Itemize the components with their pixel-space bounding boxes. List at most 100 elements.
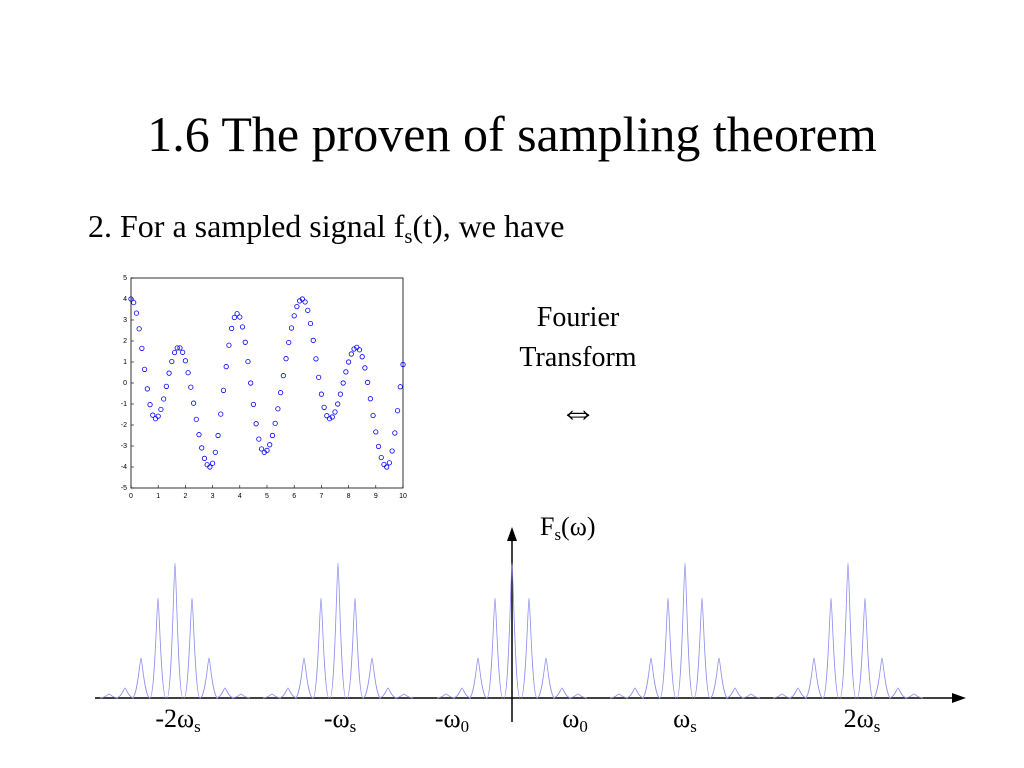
axis-label: Fs(ω) bbox=[540, 512, 595, 543]
lobe bbox=[872, 657, 892, 699]
point bbox=[267, 442, 273, 448]
point bbox=[381, 461, 387, 468]
scatter-chart: 0 1 2 3 4 5 6 7 8 9 10 -5 -4 -3 -2 -1 0 1 2 3 4 5 bbox=[121, 275, 407, 500]
lobe bbox=[822, 597, 840, 699]
point bbox=[182, 358, 189, 364]
x-label: ωs bbox=[645, 704, 725, 735]
text: ω bbox=[562, 704, 580, 733]
x-tick-label: 3 bbox=[211, 493, 215, 500]
lobe bbox=[520, 597, 538, 699]
point bbox=[242, 339, 248, 345]
text: 2. For a sampled signal f bbox=[88, 208, 405, 244]
transform-2: Transform bbox=[519, 342, 637, 373]
lobe bbox=[231, 693, 251, 699]
text: -2ω bbox=[155, 704, 195, 733]
lobe bbox=[183, 597, 201, 699]
point bbox=[275, 406, 281, 412]
lobe bbox=[312, 597, 330, 699]
point bbox=[343, 369, 349, 375]
point bbox=[384, 464, 390, 470]
lobe bbox=[536, 657, 556, 699]
lobe bbox=[215, 687, 235, 699]
point bbox=[188, 384, 194, 390]
point bbox=[144, 386, 150, 392]
y-tick-label: 2 bbox=[123, 338, 127, 345]
lobe bbox=[294, 657, 314, 699]
x-label: ω0 bbox=[535, 704, 615, 735]
point bbox=[283, 356, 289, 362]
point bbox=[305, 307, 311, 313]
lobe bbox=[362, 657, 382, 699]
point bbox=[280, 373, 286, 379]
x-label: -ω0 bbox=[412, 704, 492, 735]
y-tick-label: 4 bbox=[123, 296, 127, 303]
lobe bbox=[641, 657, 661, 699]
plot-frame bbox=[130, 277, 404, 489]
text: s bbox=[349, 717, 357, 737]
point bbox=[321, 404, 327, 410]
point bbox=[212, 449, 218, 455]
lobe bbox=[99, 693, 119, 699]
point bbox=[394, 408, 401, 414]
point bbox=[220, 387, 227, 393]
lobe bbox=[888, 687, 908, 699]
point bbox=[171, 349, 178, 356]
point bbox=[365, 379, 371, 385]
point bbox=[210, 460, 216, 466]
point bbox=[169, 358, 175, 365]
point bbox=[199, 445, 205, 451]
x-tick-label: 9 bbox=[374, 493, 378, 500]
point bbox=[196, 432, 202, 438]
point bbox=[161, 396, 167, 402]
lobe bbox=[278, 687, 298, 699]
y-tick-label: 1 bbox=[123, 359, 127, 366]
point bbox=[326, 416, 333, 422]
point bbox=[136, 326, 142, 332]
point bbox=[218, 411, 224, 417]
y-tick-label: -2 bbox=[121, 422, 127, 429]
lobe bbox=[709, 657, 729, 699]
lobe bbox=[725, 687, 745, 699]
y-tick-label: -4 bbox=[121, 464, 127, 471]
point bbox=[207, 464, 213, 470]
point bbox=[392, 430, 398, 436]
x-tick-label: 1 bbox=[156, 493, 160, 500]
point bbox=[147, 402, 153, 408]
point bbox=[307, 320, 314, 327]
point bbox=[335, 401, 341, 407]
text: 2ω bbox=[843, 704, 874, 733]
point bbox=[264, 447, 270, 454]
point bbox=[245, 358, 251, 365]
point bbox=[310, 337, 316, 343]
point bbox=[237, 314, 243, 320]
point bbox=[332, 409, 338, 415]
point bbox=[286, 339, 292, 346]
point bbox=[318, 391, 324, 397]
point bbox=[316, 374, 322, 380]
point bbox=[256, 436, 262, 442]
point bbox=[201, 455, 208, 461]
lobe bbox=[772, 693, 792, 699]
text: -ω bbox=[323, 704, 350, 733]
point bbox=[373, 429, 379, 435]
point bbox=[248, 380, 254, 386]
point bbox=[362, 365, 368, 371]
point bbox=[370, 412, 376, 419]
point bbox=[294, 303, 300, 310]
text: (t), we have bbox=[412, 208, 565, 244]
transform-symbol: ⇔ bbox=[559, 391, 597, 433]
lobe bbox=[659, 597, 677, 699]
point bbox=[288, 325, 295, 331]
x-tick-label: 6 bbox=[292, 493, 296, 500]
point bbox=[269, 432, 276, 439]
point bbox=[340, 380, 346, 386]
x-tick-label: 2 bbox=[183, 493, 187, 500]
point bbox=[397, 384, 403, 390]
text: -ω bbox=[434, 704, 461, 733]
point bbox=[185, 370, 191, 376]
point bbox=[258, 446, 265, 452]
point bbox=[231, 314, 237, 321]
point bbox=[215, 432, 221, 439]
arrow bbox=[507, 527, 517, 541]
